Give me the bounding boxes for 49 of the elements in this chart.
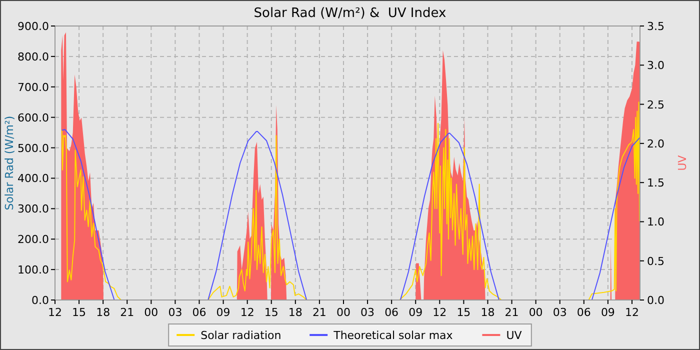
y2-tick-label: 2.5 — [647, 98, 664, 112]
y-tick-label: 800.0 — [18, 50, 49, 64]
x-tick-label: 12 — [624, 306, 639, 319]
x-tick-label: 03 — [360, 306, 375, 319]
x-tick-label: 09 — [408, 306, 423, 319]
x-tick-label: 12 — [48, 306, 62, 319]
legend-label: UV — [506, 329, 522, 342]
legend-label: Theoretical solar max — [332, 329, 454, 342]
y-tick-label: 600.0 — [18, 111, 49, 124]
x-tick-label: 15 — [456, 306, 471, 319]
x-tick-label: 06 — [384, 306, 399, 319]
x-tick-label: 18 — [96, 306, 110, 319]
y-tick-label: 200.0 — [18, 233, 49, 246]
y2-tick-label: 3.5 — [647, 20, 664, 33]
x-tick-label: 06 — [576, 306, 591, 319]
x-tick-label: 00 — [528, 306, 543, 319]
y-axis-title: Solar Rad (W/m²) — [3, 116, 16, 210]
y2-tick-label: 0.0 — [647, 294, 664, 307]
x-tick-label: 09 — [216, 306, 230, 319]
x-tick-label: 15 — [72, 306, 86, 319]
x-tick-label: 18 — [480, 306, 495, 319]
y2-tick-label: 0.5 — [647, 254, 664, 268]
y-tick-label: 100.0 — [18, 264, 49, 277]
y2-tick-label: 3.0 — [647, 59, 664, 72]
x-tick-label: 03 — [168, 306, 182, 319]
x-tick-label: 12 — [432, 306, 447, 319]
x-tick-label: 21 — [504, 306, 519, 319]
x-tick-label: 18 — [288, 306, 302, 319]
x-tick-label: 00 — [144, 306, 158, 319]
legend-label: Solar radiation — [200, 329, 282, 342]
x-tick-label: 12 — [240, 306, 254, 319]
x-tick-label: 21 — [120, 306, 134, 319]
y-tick-label: 400.0 — [18, 172, 49, 186]
y-tick-label: 0.0 — [32, 294, 49, 307]
y2-tick-label: 1.0 — [647, 216, 664, 229]
y2-tick-label: 2.0 — [647, 137, 664, 150]
y-tick-label: 900.0 — [18, 20, 49, 33]
y-tick-label: 500.0 — [18, 142, 49, 155]
chart-title: Solar Rad (W/m²) & UV Index — [254, 6, 447, 21]
y2-tick-label: 1.5 — [647, 176, 664, 190]
y-tick-label: 700.0 — [18, 80, 49, 94]
y2-axis-title: UV — [676, 154, 689, 171]
x-tick-label: 21 — [312, 306, 326, 319]
x-tick-label: 09 — [600, 306, 615, 319]
y-tick-label: 300.0 — [18, 202, 49, 216]
x-tick-label: 15 — [264, 306, 278, 319]
x-tick-label: 06 — [192, 306, 206, 319]
x-tick-label: 03 — [552, 306, 567, 319]
x-tick-label: 00 — [336, 306, 350, 319]
